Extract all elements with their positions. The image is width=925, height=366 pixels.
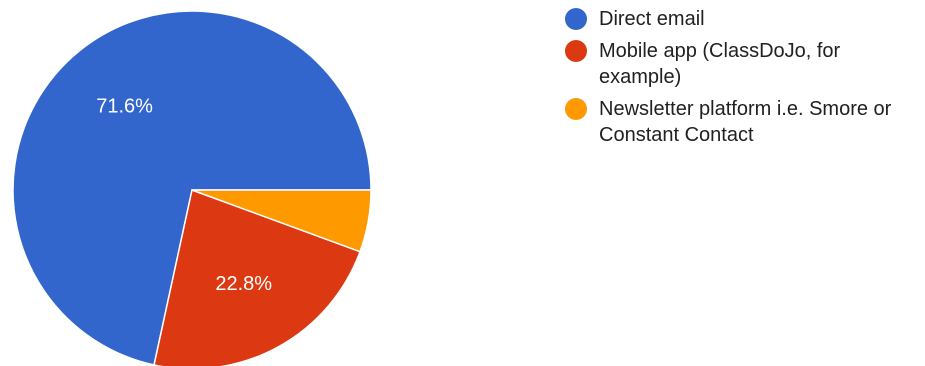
legend-swatch-1 — [565, 8, 587, 30]
legend-swatch-3 — [565, 98, 587, 120]
pie-slice-1[interactable] — [12, 10, 372, 366]
legend-label-2: Mobile app (ClassDoJo, for example) — [599, 40, 841, 88]
pie-slice-1-data-label: 71.6% — [96, 95, 153, 117]
chart-legend: Direct email Mobile app (ClassDoJo, for e… — [565, 6, 925, 154]
legend-swatch-2 — [565, 40, 587, 62]
legend-label-1: Direct email — [599, 8, 705, 30]
legend-label-3: Newsletter platform i.e. Smore or Consta… — [599, 98, 892, 146]
pie-slice-2[interactable] — [153, 188, 361, 366]
pie-slice-2-data-label: 22.8% — [215, 273, 272, 295]
pie-slice-3[interactable] — [191, 189, 372, 253]
legend-item-1[interactable]: Direct email — [565, 6, 925, 32]
legend-item-2[interactable]: Mobile app (ClassDoJo, for example) — [565, 38, 925, 90]
legend-item-3[interactable]: Newsletter platform i.e. Smore or Consta… — [565, 96, 925, 148]
